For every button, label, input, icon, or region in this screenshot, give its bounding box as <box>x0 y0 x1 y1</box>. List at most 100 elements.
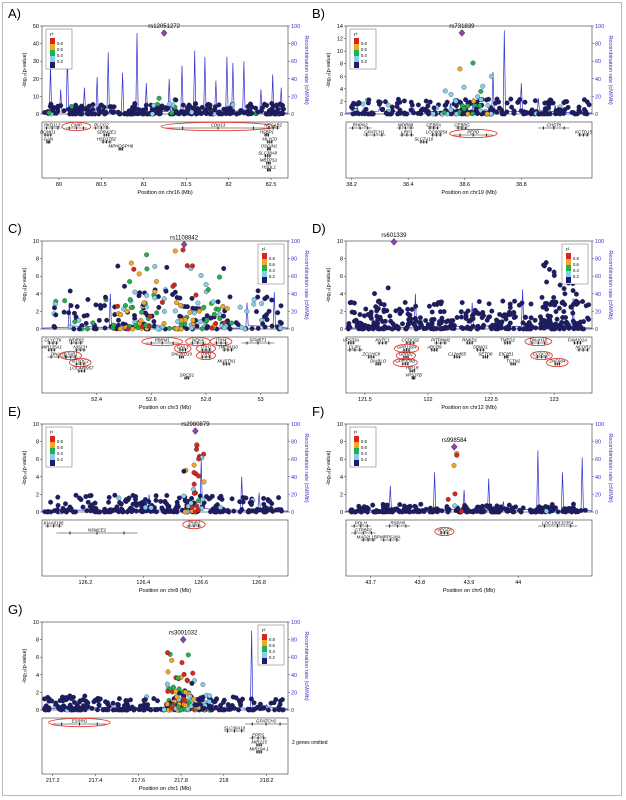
snp-point <box>551 269 557 275</box>
highlight-ellipse <box>182 519 206 530</box>
snp-point <box>193 292 199 298</box>
snp-point <box>55 494 61 500</box>
snp-point <box>216 306 222 312</box>
snp-point <box>423 98 429 104</box>
snp-point <box>111 109 117 115</box>
snp-point <box>225 702 231 708</box>
snp-point <box>551 295 557 300</box>
x-axis-label: Position on chr6 (Mb) <box>443 588 495 594</box>
snp-point <box>277 701 283 707</box>
snp-point <box>385 102 391 108</box>
legend-swatch <box>262 253 267 259</box>
snp-point <box>193 306 199 311</box>
snp-point <box>453 98 459 104</box>
snp-point <box>52 305 57 311</box>
snp-point <box>278 303 284 309</box>
snp-point <box>470 111 476 117</box>
snp-point <box>184 499 190 505</box>
snp-point <box>237 509 243 515</box>
snp-point <box>367 325 373 331</box>
gene-label: SDR42E1 <box>97 130 117 135</box>
snp-point <box>153 493 159 499</box>
gene-slc38a8: SLC38A8 <box>258 151 278 158</box>
snp-point <box>72 319 78 325</box>
snp-point <box>413 303 419 309</box>
snp-point <box>172 308 178 314</box>
snp-point <box>355 101 361 107</box>
panel-f: F) rs998584 0 2 4 6 8 10 0 20 40 60 80 100 -log₁₀(p-va… <box>312 404 614 598</box>
snp-point <box>439 326 445 332</box>
y-tick-label: 10 <box>337 49 343 55</box>
snp-point <box>163 105 169 111</box>
snp-point <box>72 699 77 705</box>
snp-point <box>581 326 586 332</box>
snp-point <box>383 325 389 331</box>
y-tick-label: 2 <box>36 309 39 315</box>
snp-point <box>387 509 393 515</box>
snp-point <box>238 702 244 708</box>
snp-point <box>161 707 167 713</box>
lead-snp-label: rs1108842 <box>170 236 199 242</box>
y2-tick-label: 80 <box>291 42 297 48</box>
gene-ccdc92: CCDC92 <box>530 350 553 361</box>
snp-point <box>266 308 272 314</box>
legend-tick: 0.6 <box>269 262 275 267</box>
x-tick-label: 38.4 <box>403 182 414 188</box>
snp-point <box>247 508 253 514</box>
gene-gtpbp2: GTPBP2 <box>350 528 376 535</box>
snp-point <box>484 111 490 117</box>
snp-point <box>439 299 444 305</box>
snp-point <box>381 302 387 308</box>
snp-point <box>553 309 559 315</box>
gene-necab2: NECAB2 <box>264 123 282 130</box>
legend-tick: 0.6 <box>269 643 275 648</box>
gene-label: C12orf65 <box>448 352 467 357</box>
y2-tick-label: 40 <box>291 673 297 679</box>
gene-fam101a: FAM101A <box>568 338 587 345</box>
snp-point <box>393 308 399 314</box>
x-tick-label: 82 <box>226 182 232 188</box>
snp-point <box>144 252 150 258</box>
snp-point <box>198 273 204 278</box>
y-tick-label: 6 <box>36 655 39 661</box>
snp-point <box>132 289 138 295</box>
snp-point <box>494 503 500 509</box>
gene-label: KNTC1 <box>375 338 390 343</box>
gene-tctn2: TCTN2 <box>506 359 521 366</box>
snp-point <box>409 306 415 312</box>
snp-point <box>58 103 64 109</box>
legend-swatch <box>566 271 571 277</box>
snp-point <box>196 498 202 504</box>
snp-point <box>173 97 179 103</box>
snp-point <box>493 324 498 330</box>
locus-zoom-plot: rs30010320246810020406080100-log₁₀(p-val… <box>22 620 328 792</box>
snp-point <box>178 302 183 308</box>
snp-point <box>247 108 253 114</box>
snp-point <box>459 325 464 330</box>
gene-label: HSD17B2 <box>97 137 117 142</box>
y2-tick-label: 100 <box>291 422 300 428</box>
y-tick-label: 4 <box>340 475 343 481</box>
snp-point <box>532 98 538 104</box>
snp-point <box>453 111 459 117</box>
gene-label: PLCG2 <box>94 123 109 128</box>
gene-chst8: CHST8 <box>538 123 570 130</box>
snp-point <box>536 111 542 117</box>
snp-point <box>581 319 587 325</box>
snp-point <box>402 300 408 305</box>
y-axis-label: -log₁₀(p-value) <box>22 648 28 683</box>
snp-point <box>143 322 149 328</box>
snp-point <box>50 107 56 113</box>
snp-point <box>167 101 173 107</box>
snp-point <box>556 305 562 311</box>
snp-point <box>233 320 239 326</box>
lead-snp-label: rs731839 <box>449 24 475 30</box>
snp-point <box>125 326 131 332</box>
ld-legend: r²0.80.60.40.2 <box>257 624 285 666</box>
snp-point <box>210 299 216 305</box>
snp-point <box>560 299 566 305</box>
snp-point <box>470 323 476 329</box>
snp-point <box>561 326 567 332</box>
gene-label: GTPBP2 <box>355 528 373 533</box>
